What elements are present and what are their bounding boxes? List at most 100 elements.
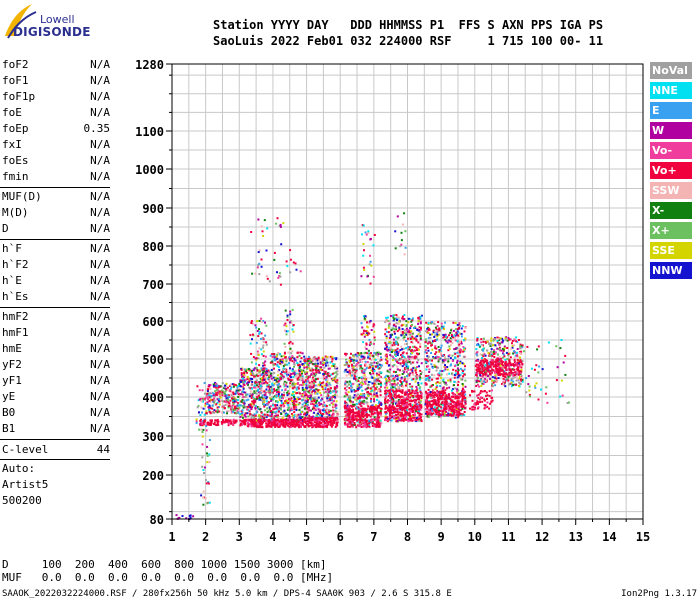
echo-point <box>368 354 371 357</box>
echo-point <box>352 413 355 416</box>
echo-point <box>335 367 338 370</box>
echo-point <box>306 406 309 409</box>
echo-point <box>259 337 262 340</box>
echo-point <box>396 382 399 385</box>
echo-point <box>424 349 427 352</box>
echo-point <box>415 357 418 360</box>
echo-point <box>388 341 391 343</box>
echo-point <box>309 359 312 362</box>
echo-point <box>440 322 443 325</box>
echo-point <box>199 423 202 426</box>
echo-point <box>388 399 391 402</box>
echo-point <box>246 408 249 411</box>
echo-point <box>208 404 211 406</box>
echo-point <box>370 411 373 414</box>
echo-point <box>457 355 460 358</box>
echo-point <box>434 388 437 391</box>
echo-point <box>208 410 211 413</box>
param-name: MUF(D) <box>2 190 42 203</box>
param-value: N/A <box>90 310 110 323</box>
echo-point <box>349 422 352 425</box>
echo-point <box>443 328 446 330</box>
echo-point <box>376 422 379 425</box>
echo-point <box>369 260 372 263</box>
echo-point <box>278 391 281 394</box>
echo-point <box>405 382 408 385</box>
echo-point <box>227 394 230 397</box>
echo-point <box>270 372 272 375</box>
echo-point <box>250 403 253 405</box>
echo-point <box>332 395 335 398</box>
echo-point <box>273 353 276 356</box>
echo-point <box>318 371 321 374</box>
echo-point <box>293 365 295 368</box>
echo-point <box>336 379 339 382</box>
echo-point <box>276 401 279 404</box>
echo-point <box>407 389 410 392</box>
echo-point <box>330 387 332 390</box>
echo-point <box>292 381 295 384</box>
echo-point <box>247 405 249 408</box>
echo-point <box>464 405 467 408</box>
echo-point <box>253 419 256 422</box>
echo-point <box>463 330 466 333</box>
echo-point <box>320 382 323 385</box>
echo-point <box>296 398 298 401</box>
echo-point <box>311 380 313 383</box>
echo-point <box>402 419 405 422</box>
echo-point <box>376 366 379 369</box>
param-value: 0.35 <box>83 122 111 135</box>
echo-point <box>372 244 375 247</box>
echo-point <box>331 357 334 360</box>
echo-point <box>270 410 273 412</box>
echo-point <box>316 412 319 415</box>
echo-point <box>401 354 404 357</box>
echo-point <box>396 365 399 368</box>
echo-point <box>368 425 371 428</box>
echo-point <box>334 367 337 370</box>
param-value: N/A <box>90 154 110 167</box>
echo-point <box>415 352 418 355</box>
echo-point <box>327 421 330 424</box>
echo-point <box>258 347 261 350</box>
echo-point <box>253 421 256 423</box>
echo-point <box>418 374 421 377</box>
echo-point <box>390 329 393 332</box>
echo-point <box>437 406 440 409</box>
echo-point <box>351 371 354 374</box>
echo-point <box>399 384 402 387</box>
echo-point <box>352 354 355 357</box>
echo-point <box>304 362 307 365</box>
echo-point <box>385 362 387 364</box>
echo-point <box>370 329 373 331</box>
echo-point <box>250 320 253 323</box>
echo-point <box>376 351 379 354</box>
echo-point <box>262 413 265 416</box>
echo-point <box>442 380 445 383</box>
echo-point <box>276 363 279 366</box>
echo-point <box>319 383 322 386</box>
separator-line <box>0 239 110 240</box>
echo-point <box>277 393 280 395</box>
echo-point <box>426 377 429 380</box>
echo-point <box>326 355 329 358</box>
echo-point <box>353 411 356 414</box>
echo-point <box>221 400 224 403</box>
echo-point <box>407 360 410 363</box>
echo-point <box>379 424 382 427</box>
echo-point <box>273 389 276 392</box>
echo-point <box>262 391 265 394</box>
echo-point <box>400 408 403 411</box>
echo-point <box>459 367 462 370</box>
echo-point <box>392 341 395 344</box>
echo-point <box>366 321 368 324</box>
echo-point <box>280 420 283 423</box>
echo-point <box>216 391 219 394</box>
echo-point <box>350 390 353 393</box>
echo-point <box>375 392 378 395</box>
echo-point <box>271 384 274 387</box>
echo-point <box>323 423 326 426</box>
echo-point <box>373 342 375 345</box>
echo-point <box>325 395 328 398</box>
echo-point <box>306 397 309 399</box>
